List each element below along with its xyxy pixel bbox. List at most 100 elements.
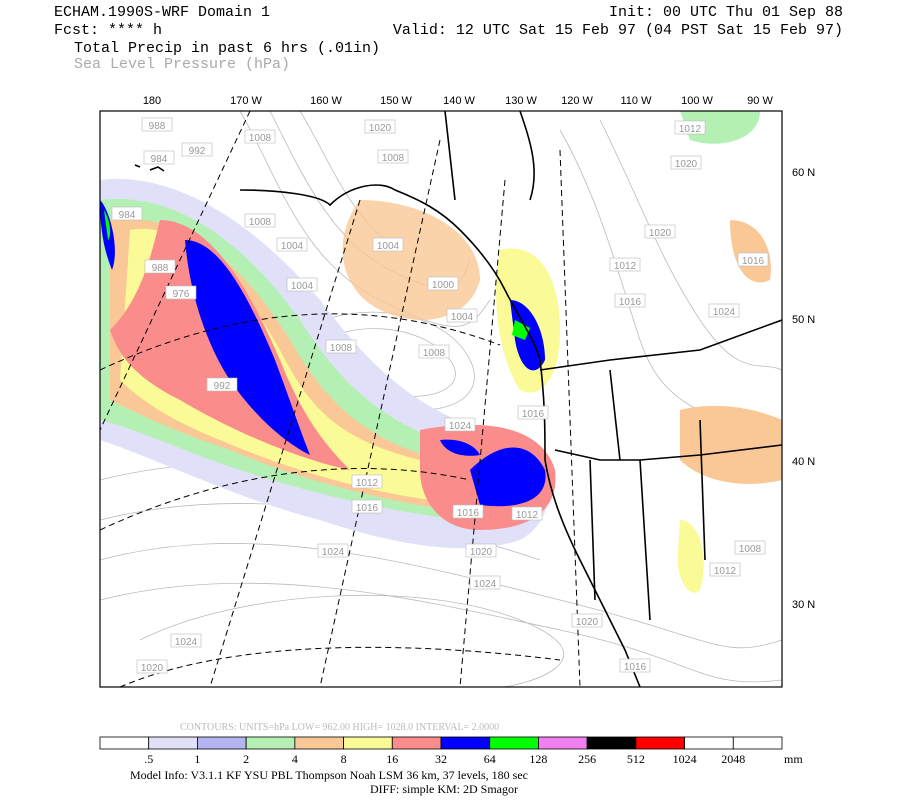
pressure-label-box [351, 474, 383, 489]
colorbar-swatch [197, 736, 247, 750]
pressure-label: 1004 [281, 241, 304, 252]
pressure-label-box [244, 129, 276, 144]
colorbar-level: 64 [484, 752, 496, 766]
pressure-label: 1012 [714, 566, 737, 577]
pressure-label-box [244, 213, 276, 228]
latitude-label: 40 N [792, 456, 815, 468]
pressure-label-box [709, 562, 741, 577]
pressure-label-box [674, 120, 706, 135]
pressure-label: 1024 [474, 579, 497, 590]
pressure-label: 1008 [382, 153, 405, 164]
pressure-label: 976 [173, 289, 190, 300]
colorbar-swatch [732, 736, 783, 750]
colorbar-swatch [294, 736, 344, 750]
longitude-label: 100 W [681, 95, 713, 107]
pressure-label-box [614, 293, 646, 308]
pressure-label: 992 [189, 146, 206, 157]
pressure-label-box [141, 117, 173, 132]
header-line: Sea Level Pressure (hPa) [74, 56, 290, 73]
header-line: Init: 00 UTC Thu 01 Sep 88 [609, 4, 843, 21]
pressure-label-box [670, 155, 702, 170]
colorbar-level: 1024 [673, 752, 697, 766]
colorbar-level: 32 [435, 752, 447, 766]
pressure-label-box [372, 237, 404, 252]
pressure-label: 992 [214, 381, 231, 392]
pressure-label-box [317, 543, 349, 558]
colorbar-swatch [586, 736, 637, 750]
pressure-label: 988 [149, 121, 166, 132]
pressure-label-box [737, 252, 769, 267]
pressure-label-box [418, 344, 450, 359]
pressure-label-box [644, 224, 676, 239]
colorbar-swatch [635, 736, 685, 750]
pressure-label-box [181, 142, 213, 157]
pressure-label: 1016 [624, 662, 647, 673]
pressure-label: 1008 [249, 133, 272, 144]
colorbar-level: 2048 [721, 752, 745, 766]
pressure-label-box [444, 417, 476, 432]
pressure-label-box [286, 277, 318, 292]
pressure-label-box [144, 259, 176, 274]
pressure-label: 1020 [576, 617, 599, 628]
longitude-labels: 180 170 W 160 W 150 W 140 W 130 W 120 W 110 W 10… [143, 95, 774, 107]
pressure-label: 1008 [423, 348, 446, 359]
pressure-label: 1024 [713, 307, 736, 318]
pressure-label: 1024 [322, 547, 345, 558]
pressure-label: 1020 [675, 159, 698, 170]
header-line: Total Precip in past 6 hrs (.01in) [74, 40, 380, 57]
graticule [100, 111, 581, 687]
colorbar-swatch [489, 736, 539, 750]
colorbar-swatch [684, 736, 734, 750]
pressure-label: 1020 [369, 123, 392, 134]
pressure-label: 1000 [432, 280, 455, 291]
pressure-labels: 1020 1008 1004 1000 1004 1008 1008 1004 1004 1008… [111, 117, 769, 674]
pressure-label: 1016 [619, 297, 642, 308]
pressure-label-box [571, 613, 603, 628]
pressure-label-box [708, 303, 740, 318]
longitude-label: 170 W [230, 95, 262, 107]
latitude-label: 50 N [792, 314, 815, 326]
longitude-label: 110 W [621, 95, 653, 107]
pressure-label-box [325, 339, 357, 354]
pressure-label-box [206, 377, 238, 392]
pressure-label-box [143, 150, 175, 165]
colorbar-swatch [343, 736, 393, 750]
pressure-label-box [351, 499, 383, 514]
longitude-label: 160 W [310, 95, 342, 107]
pressure-label: 1016 [742, 256, 765, 267]
colorbar-level: 2 [243, 752, 249, 766]
pressure-label-box [136, 659, 168, 674]
longitude-label: 150 W [380, 95, 412, 107]
pressure-label-box [427, 276, 459, 291]
pressure-label: 1020 [649, 228, 672, 239]
colorbar-level: 512 [627, 752, 645, 766]
pressure-label: 1004 [451, 312, 474, 323]
pressure-label-box [165, 285, 197, 300]
latitude-label: 60 N [792, 167, 815, 179]
colorbar: .5 1 2 4 8 16 32 64 128 256 512 1024 2048 mm [99, 736, 803, 766]
colorbar-swatch [538, 736, 588, 750]
pressure-label-box [452, 504, 484, 519]
longitude-label: 130 W [505, 95, 537, 107]
pressure-label-box [619, 658, 651, 673]
pressure-label: 1020 [470, 547, 493, 558]
longitude-label: 180 [143, 95, 161, 107]
pressure-label-box [111, 206, 143, 221]
coastlines [134, 111, 782, 687]
pressure-label: 1012 [614, 261, 637, 272]
header-line: ECHAM.1990S-WRF Domain 1 [54, 4, 270, 21]
longitude-label: 90 W [747, 95, 773, 107]
pressure-label: 1016 [356, 503, 379, 514]
header-line: Fcst: **** h [54, 22, 162, 39]
pressure-label: 1012 [356, 478, 379, 489]
header-line: Valid: 12 UTC Sat 15 Feb 97 (04 PST Sat … [393, 22, 843, 39]
pressure-label: 1004 [377, 241, 400, 252]
pressure-label: 1008 [330, 343, 353, 354]
pressure-label: 1004 [291, 281, 314, 292]
pressure-label: 1016 [522, 409, 545, 420]
pressure-label: 1024 [449, 421, 472, 432]
latitude-label: 30 N [792, 599, 815, 611]
pressure-label-box [364, 119, 396, 134]
pressure-label-box [170, 633, 202, 648]
